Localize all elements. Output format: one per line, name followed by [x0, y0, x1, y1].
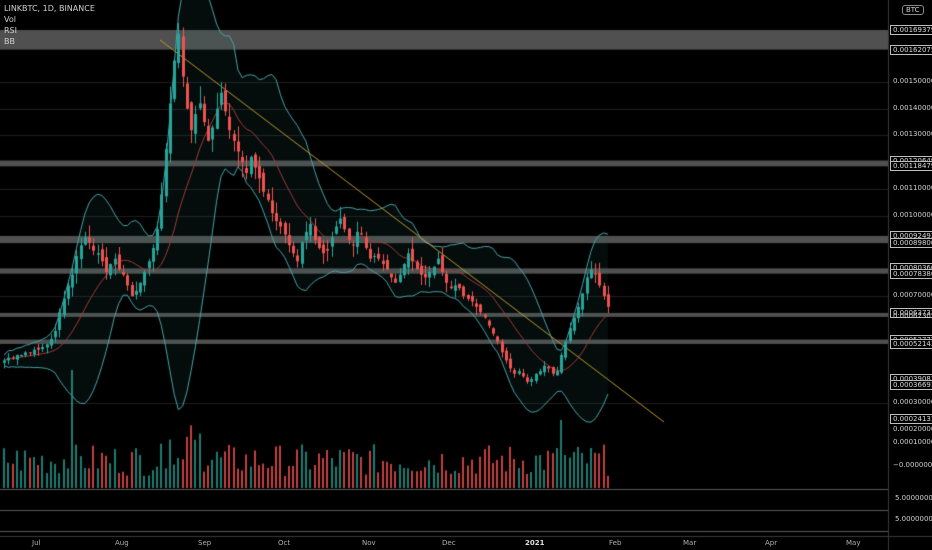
time-axis-label: Aug [115, 539, 129, 547]
price-label: 0.00070000 [893, 291, 932, 300]
time-axis-label: Dec [442, 539, 456, 547]
chart-legend: LINKBTC, 1D, BINANCE Vol RSI BB [4, 3, 95, 47]
time-axis-label: 2021 [525, 539, 545, 547]
price-label: 0.00150000 [893, 76, 932, 85]
price-label: 0.00052143 [890, 338, 932, 349]
price-label: 0.00162075 [890, 44, 932, 55]
price-label: 0.00130000 [893, 130, 932, 139]
symbol-title[interactable]: LINKBTC, 1D, BINANCE [4, 4, 95, 13]
currency-badge[interactable]: BTC [902, 5, 924, 15]
time-axis-label: Jul [32, 539, 41, 547]
price-label: 0.00036691 [890, 380, 932, 391]
price-label: 0.00062307 [893, 311, 932, 320]
indicator-scale-label: 5.00000000 [895, 515, 932, 523]
price-label: 0.00024131 [890, 413, 932, 424]
time-axis-label: Oct [278, 539, 291, 547]
price-label: 0.00100000 [893, 210, 932, 219]
price-label: 0.00010000 [893, 438, 932, 446]
bollinger-bands-indicator-label[interactable]: BB [4, 37, 15, 46]
time-axis-label: Apr [765, 539, 778, 547]
time-axis-label: Feb [609, 539, 622, 547]
time-axis-label: May [846, 539, 861, 547]
time-axis-label: Mar [683, 539, 697, 547]
rsi-indicator-label[interactable]: RSI [4, 26, 17, 35]
indicator-scale-label: 5.00000000 [895, 494, 932, 502]
price-label: 0.00140000 [893, 103, 932, 112]
price-label: −0.00000000 [893, 461, 932, 469]
price-label: 0.00078386 [890, 268, 932, 279]
price-label: 0.00020000 [893, 425, 932, 433]
price-label: 0.00030000 [893, 398, 932, 407]
price-label: 0.00110000 [893, 184, 932, 193]
price-label: 0.00063732 [890, 307, 932, 318]
time-axis-label: Nov [362, 539, 376, 547]
price-label: 0.00089800 [890, 238, 932, 249]
price-label: 0.00118479 [890, 161, 932, 172]
time-axis-label: Sep [198, 539, 212, 547]
volume-indicator-label[interactable]: Vol [4, 15, 16, 24]
price-label: 0.00169379 [890, 25, 932, 36]
